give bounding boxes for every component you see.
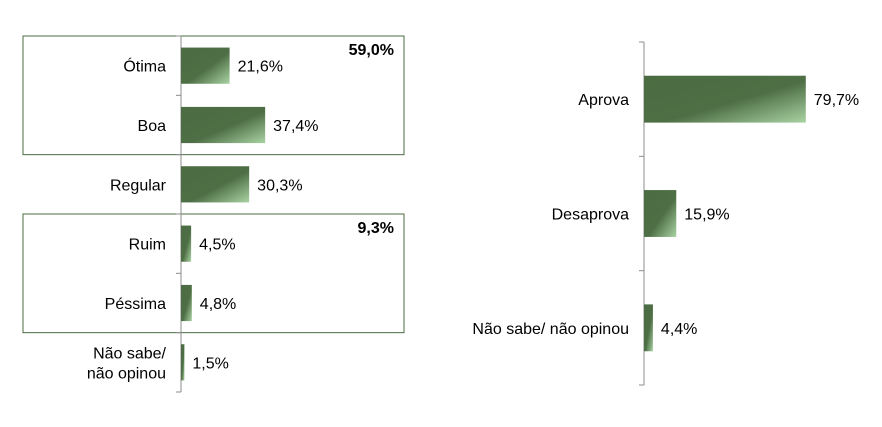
category-label-boa: Boa	[138, 118, 167, 135]
value-label-otima: 21,6%	[238, 59, 283, 76]
category-label-regular: Regular	[110, 177, 167, 194]
category-label-pessima: Péssima	[105, 296, 166, 313]
value-label-pessima: 4,8%	[200, 296, 236, 313]
value-label-ruim: 4,5%	[199, 237, 235, 254]
bar-aprova	[644, 75, 806, 123]
approval-chart: Aprova 79,7% Desaprova 15,9% Não sabe/ não o…	[472, 41, 859, 386]
bar-nao-sabe-nao-opinou	[181, 344, 185, 381]
bar-boa	[181, 106, 266, 144]
value-label-nao-sabe-nao-opinou: 4,4%	[661, 321, 697, 338]
group-total-label: 9,3%	[358, 220, 394, 237]
group-box-1	[22, 35, 405, 156]
category-label-ruim: Ruim	[129, 237, 166, 254]
bar-nao-sabe-nao-opinou	[644, 304, 653, 352]
category-label-nao-sabe-nao-opinou: Não sabe/não opinou	[87, 345, 167, 382]
category-label-otima: Ótima	[123, 57, 166, 76]
value-label-nao-sabe-nao-opinou: 1,5%	[192, 355, 228, 372]
bar-regular	[181, 166, 250, 203]
value-label-aprova: 79,7%	[814, 92, 859, 109]
category-label-desaprova: Desaprova	[552, 207, 629, 224]
bar-pessima	[181, 284, 192, 322]
category-label-aprova: Aprova	[578, 92, 629, 109]
bar-desaprova	[644, 190, 677, 237]
value-label-regular: 30,3%	[257, 177, 302, 194]
value-label-boa: 37,4%	[273, 118, 318, 135]
bar-otima	[181, 47, 230, 84]
bar-ruim	[181, 225, 192, 262]
rating-chart: 59,0% 9,3% Ótima 21,6% Boa 37,4% Regular 30,3% R…	[22, 35, 405, 393]
value-label-desaprova: 15,9%	[684, 207, 729, 224]
group-total-label: 59,0%	[349, 42, 394, 59]
category-label-nao-sabe-nao-opinou: Não sabe/ não opinou	[472, 321, 629, 338]
group-box-2	[22, 213, 405, 334]
